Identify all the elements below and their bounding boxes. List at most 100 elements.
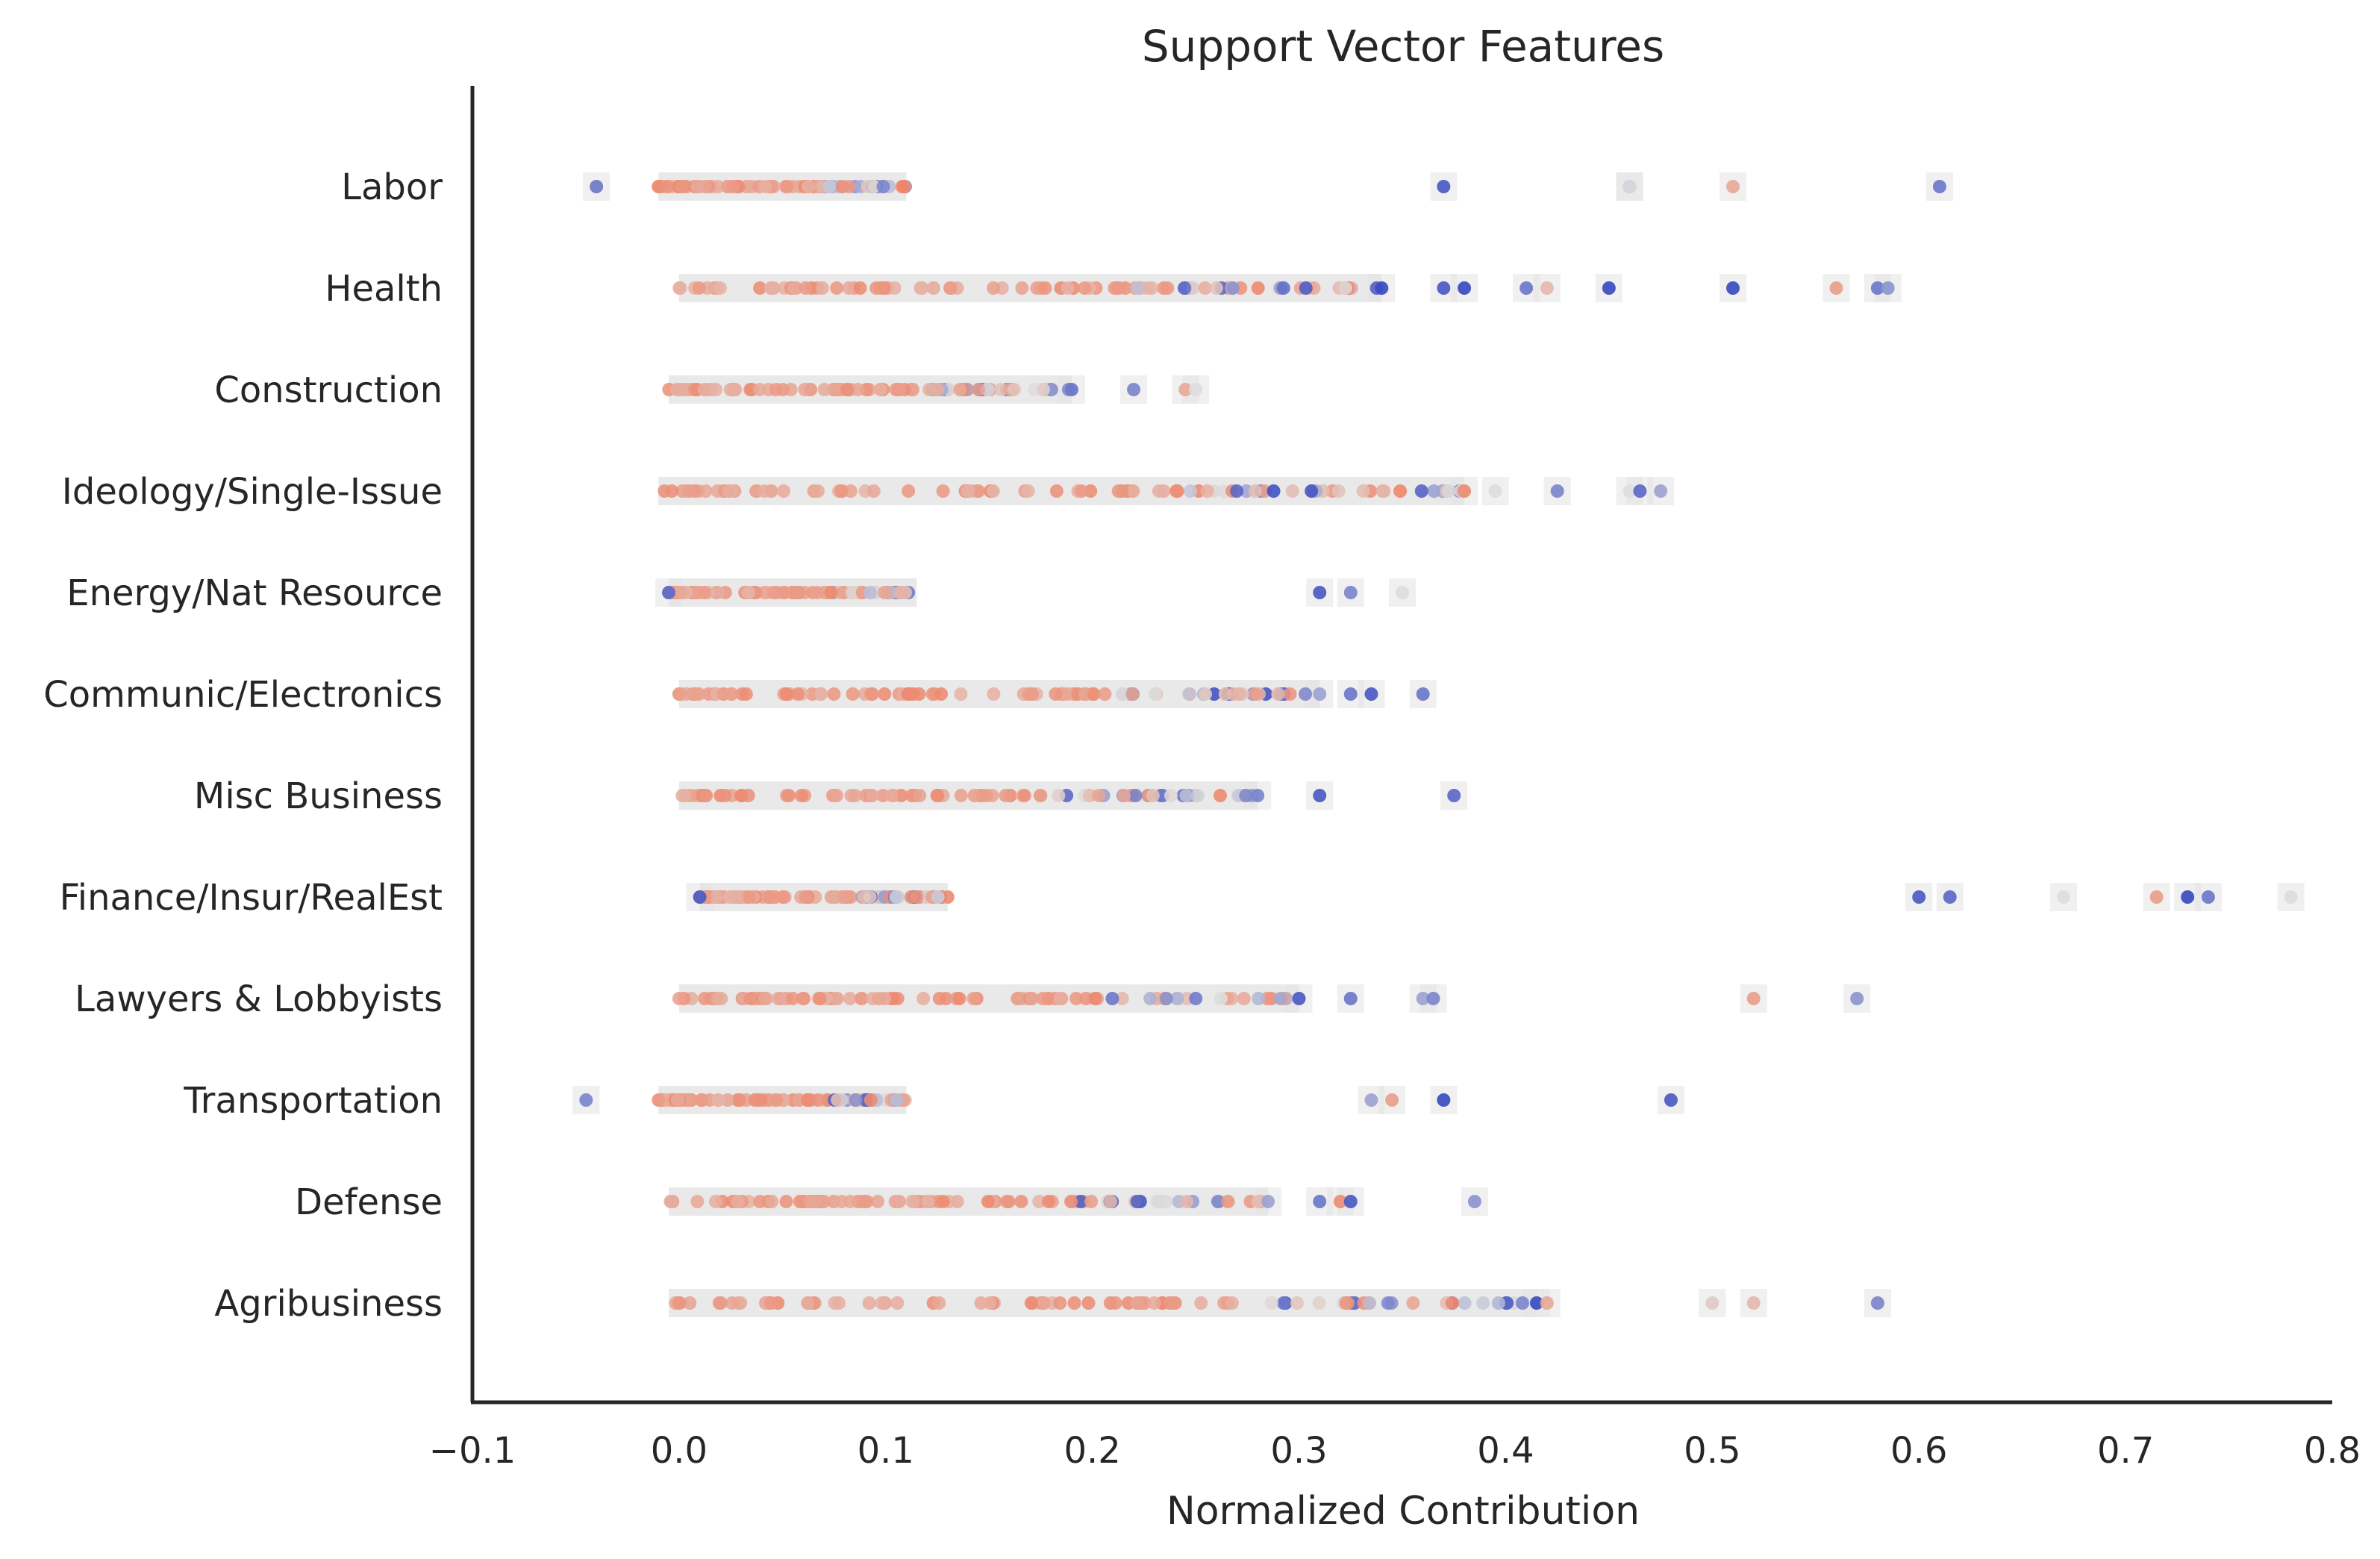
data-point: [876, 180, 890, 193]
data-point: [1881, 281, 1895, 295]
data-point: [1313, 586, 1327, 599]
data-point: [730, 890, 744, 904]
data-point: [1356, 484, 1370, 498]
data-point: [873, 383, 887, 396]
data-point: [894, 586, 908, 599]
data-point: [752, 383, 766, 396]
data-point: [1178, 281, 1192, 295]
x-tick-label: 0.3: [1270, 1430, 1327, 1472]
data-point: [1230, 484, 1244, 498]
data-point: [1014, 1195, 1028, 1208]
data-point: [764, 1296, 778, 1310]
data-point: [961, 484, 975, 498]
data-point: [1467, 1195, 1481, 1208]
data-point: [709, 383, 723, 396]
data-point: [1540, 281, 1554, 295]
data-point: [742, 586, 756, 599]
data-point: [2181, 890, 2195, 904]
data-point: [1078, 992, 1093, 1005]
data-point: [1519, 281, 1534, 295]
data-point: [902, 484, 916, 498]
data-point: [815, 281, 829, 295]
data-point: [855, 992, 869, 1005]
data-point: [860, 1195, 874, 1208]
data-point: [848, 789, 862, 802]
data-point: [739, 687, 753, 701]
data-point: [1343, 687, 1358, 701]
data-point: [1108, 1296, 1122, 1310]
x-tick-label: 0.2: [1063, 1430, 1120, 1472]
data-point: [1127, 383, 1141, 396]
data-point: [1458, 281, 1472, 295]
data-point: [1180, 1195, 1194, 1208]
data-point: [912, 687, 926, 701]
data-point: [1033, 789, 1047, 802]
data-point: [1426, 992, 1440, 1005]
data-point: [671, 1093, 685, 1107]
data-point: [1664, 1093, 1678, 1107]
data-point: [1313, 789, 1327, 802]
data-point: [1447, 789, 1461, 802]
data-point: [693, 890, 707, 904]
data-point: [748, 1093, 762, 1107]
data-point: [775, 383, 790, 396]
data-point: [981, 1195, 995, 1208]
data-point: [692, 281, 706, 295]
data-point: [675, 789, 690, 802]
data-point: [862, 1296, 876, 1310]
data-point: [682, 1093, 696, 1107]
data-point: [711, 1093, 725, 1107]
data-point: [1364, 1093, 1378, 1107]
data-point: [708, 1195, 722, 1208]
data-point: [1015, 281, 1029, 295]
data-point: [732, 1093, 746, 1107]
y-tick-label: Construction: [214, 369, 443, 411]
data-point: [697, 586, 711, 599]
data-point: [1414, 484, 1428, 498]
data-point: [1052, 789, 1066, 802]
data-point: [934, 687, 949, 701]
data-point: [1476, 1296, 1490, 1310]
data-point: [810, 586, 825, 599]
data-point: [697, 383, 711, 396]
data-point: [758, 992, 772, 1005]
data-point: [672, 281, 687, 295]
data-point: [1416, 992, 1430, 1005]
data-point: [1396, 586, 1409, 599]
x-tick-label: 0.0: [651, 1430, 708, 1472]
data-point: [713, 1296, 728, 1310]
data-point: [1084, 1195, 1099, 1208]
data-point: [731, 1195, 745, 1208]
data-point: [1182, 687, 1196, 701]
data-point: [779, 1195, 793, 1208]
data-point: [972, 383, 986, 396]
data-point: [1078, 281, 1092, 295]
data-point: [889, 383, 903, 396]
data-point: [1053, 992, 1067, 1005]
data-point: [1115, 484, 1129, 498]
data-point: [1622, 484, 1637, 498]
data-point: [944, 281, 958, 295]
data-point: [952, 992, 966, 1005]
data-point: [1248, 484, 1262, 498]
data-point: [1081, 1296, 1096, 1310]
data-point: [709, 890, 723, 904]
data-point: [1198, 281, 1212, 295]
data-point: [1406, 1296, 1420, 1310]
data-point: [1299, 687, 1313, 701]
data-point: [786, 992, 800, 1005]
data-point: [849, 1093, 863, 1107]
data-point: [842, 281, 856, 295]
data-point: [810, 484, 825, 498]
data-point: [1491, 1296, 1505, 1310]
data-point: [1237, 992, 1251, 1005]
data-point: [829, 789, 843, 802]
data-point: [872, 992, 886, 1005]
data-point: [713, 789, 728, 802]
data-point: [1024, 1296, 1038, 1310]
data-point: [742, 890, 756, 904]
data-point: [787, 281, 801, 295]
data-point: [1007, 383, 1021, 396]
data-point: [834, 1195, 849, 1208]
data-point: [1313, 1195, 1327, 1208]
